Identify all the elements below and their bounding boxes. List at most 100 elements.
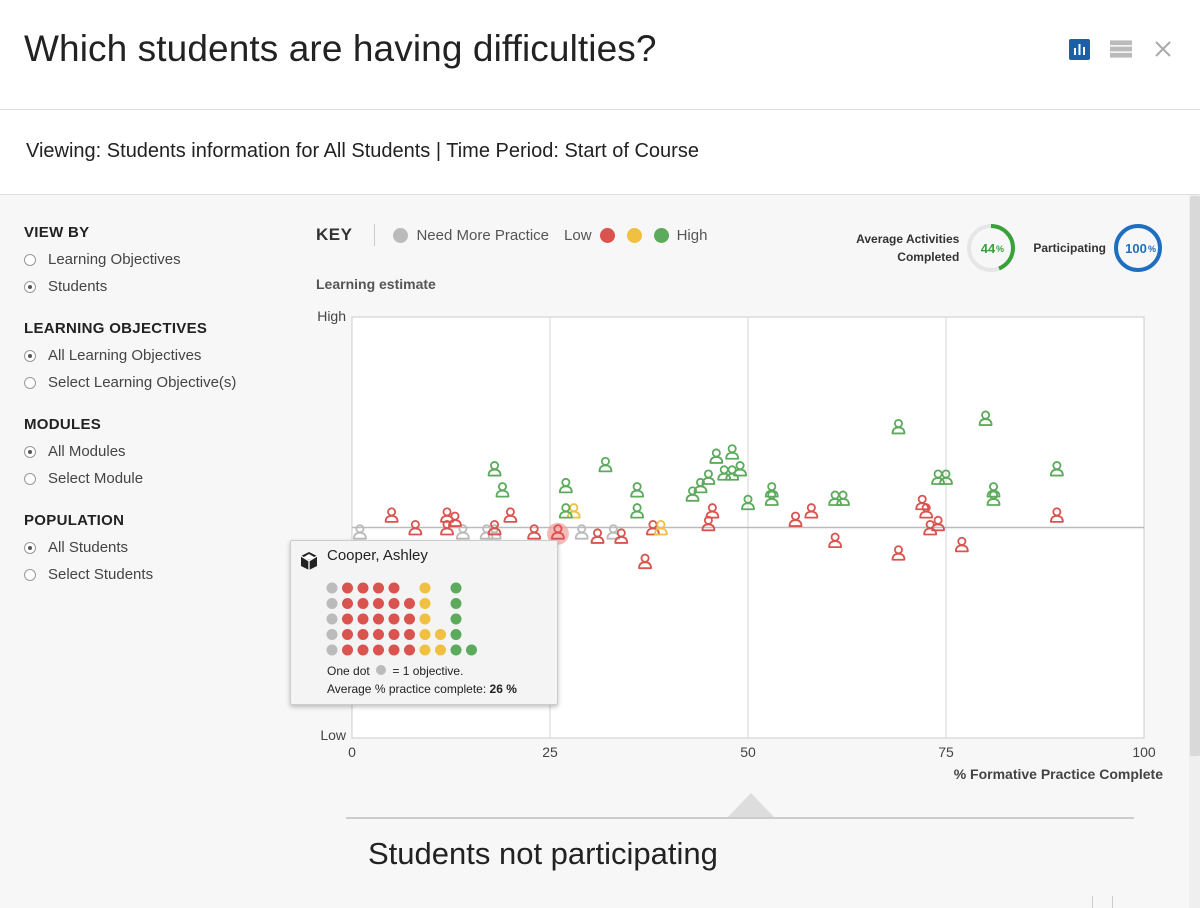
student-point[interactable] [685,486,700,502]
student-point[interactable] [495,482,510,498]
student-point[interactable] [693,477,708,494]
student-point[interactable] [527,524,542,540]
student-point[interactable] [828,490,843,506]
radio-button[interactable] [24,541,36,554]
radio-button[interactable] [24,445,36,458]
student-point[interactable] [630,482,645,498]
radio-view-by-learning-objectives[interactable]: Learning Objectives [24,251,274,268]
student-point[interactable] [384,507,399,523]
student-point[interactable] [440,520,454,536]
student-point[interactable] [919,503,934,519]
objective-dot [450,613,462,625]
radio-all-modules[interactable]: All Modules [24,443,274,460]
student-point[interactable] [741,494,755,511]
student-point[interactable] [828,532,843,549]
student-point[interactable] [598,456,613,473]
objective-dot [388,598,400,609]
student-point[interactable] [931,515,945,532]
radio-button[interactable] [24,349,36,362]
objective-dot [373,582,384,594]
student-point[interactable] [646,520,660,536]
student-point[interactable] [717,465,732,481]
student-point[interactable] [1049,507,1064,523]
student-point[interactable] [891,418,906,435]
student-point[interactable] [733,461,747,477]
student-point[interactable] [408,520,423,536]
green-dot-icon [653,227,669,243]
divider-mark [1112,896,1113,908]
student-point[interactable] [915,494,930,511]
student-point[interactable] [590,528,605,544]
gray-dot-icon [393,227,409,243]
student-point[interactable] [558,477,573,494]
close-icon[interactable] [1152,38,1174,60]
radio-select-students[interactable]: Select Students [24,566,274,583]
dot-legend: One dot = 1 objective. [327,664,464,678]
student-point[interactable] [653,520,668,536]
population-section: POPULATION All Students Select Students [24,512,274,583]
student-point[interactable] [764,490,779,506]
student-point[interactable] [558,503,573,519]
student-point[interactable] [701,469,716,485]
objective-dot [419,598,431,609]
objective-dot [388,644,400,656]
student-point[interactable] [566,503,581,519]
student-point[interactable] [978,410,993,426]
student-point[interactable] [725,444,740,460]
student-point[interactable] [455,524,470,540]
radio-button[interactable] [24,568,36,581]
student-point[interactable] [487,524,502,540]
student-point[interactable] [551,524,565,540]
student-point[interactable] [487,461,502,477]
student-point[interactable] [709,448,724,464]
divider-mark [1092,896,1093,908]
student-point[interactable] [804,503,819,519]
student-point[interactable] [440,507,454,523]
student-point[interactable] [931,469,945,485]
radio-select-module[interactable]: Select Module [24,470,274,487]
student-point[interactable] [705,503,720,519]
objective-dot [342,598,353,609]
student-point[interactable] [701,515,716,532]
y-tick-high: High [317,308,346,324]
student-point[interactable] [939,469,953,485]
student-point[interactable] [836,490,850,506]
student-point[interactable] [606,524,621,540]
student-point[interactable] [614,528,629,544]
student-point[interactable] [954,536,969,553]
student-point[interactable] [448,511,462,527]
student-point[interactable] [788,511,803,527]
radio-view-by-students[interactable]: Students [24,278,274,295]
radio-all-learning-objectives[interactable]: All Learning Objectives [24,347,274,364]
key-divider [374,224,376,246]
chart-view-icon[interactable] [1068,38,1090,60]
student-point[interactable] [923,520,938,536]
student-point[interactable] [764,482,779,498]
student-point[interactable] [479,524,494,540]
radio-button[interactable] [24,472,36,485]
objective-dot [435,629,446,640]
student-point[interactable] [891,545,906,561]
radio-button[interactable] [24,280,36,293]
radio-button[interactable] [24,376,36,389]
student-point[interactable] [1049,461,1064,477]
objective-dot [450,644,462,656]
x-tick-label: 100 [1132,744,1156,760]
student-point[interactable] [986,490,1001,506]
section-title: POPULATION [24,512,125,529]
student-point[interactable] [353,524,367,540]
scrollbar-thumb[interactable] [1190,196,1200,756]
key-title: KEY [316,225,353,244]
student-point[interactable] [503,507,518,523]
student-point[interactable] [725,465,740,481]
radio-all-students[interactable]: All Students [24,539,274,556]
student-point[interactable] [630,503,645,519]
table-view-icon[interactable] [1110,38,1132,60]
student-point[interactable] [574,524,589,540]
student-point[interactable] [986,482,1001,498]
radio-button[interactable] [24,253,36,266]
radio-select-learning-objectives[interactable]: Select Learning Objective(s) [24,374,274,391]
x-tick-label: 25 [542,744,558,760]
student-point[interactable] [638,553,652,570]
student-point[interactable] [487,520,502,536]
